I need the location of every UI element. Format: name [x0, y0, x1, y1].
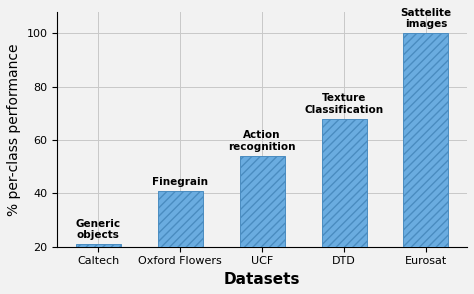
Text: Sattelite
images: Sattelite images: [401, 8, 451, 29]
Text: Texture
Classification: Texture Classification: [304, 93, 383, 115]
Bar: [321, 118, 366, 294]
X-axis label: Datasets: Datasets: [224, 272, 301, 287]
Bar: [76, 244, 121, 294]
Bar: [158, 191, 203, 294]
Bar: [240, 156, 285, 294]
Text: Finegrain: Finegrain: [152, 177, 208, 187]
Text: Generic
objects: Generic objects: [76, 218, 121, 240]
Bar: [403, 33, 448, 294]
Y-axis label: % per-class performance: % per-class performance: [7, 43, 21, 216]
Text: Action
recognition: Action recognition: [228, 131, 296, 152]
